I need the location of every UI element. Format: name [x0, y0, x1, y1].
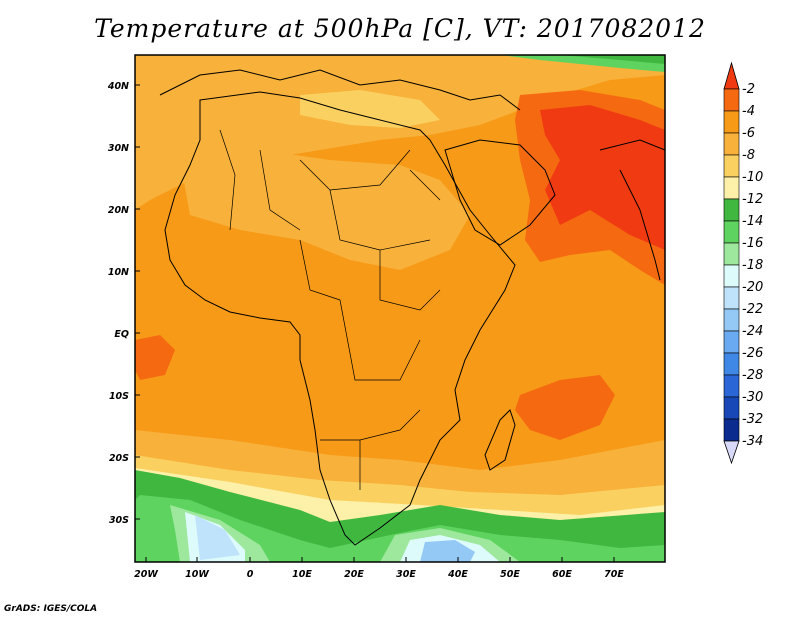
lon-tick-10e: 10E [292, 569, 312, 580]
lat-tick-eq: EQ [114, 329, 129, 340]
colorbar-segment [723, 286, 740, 310]
colorbar-segment [723, 198, 740, 222]
colorbar-segment [723, 132, 740, 156]
colorbar-segment [723, 242, 740, 266]
colorbar-segment [723, 88, 740, 112]
lon-tick-20w: 20W [134, 569, 158, 580]
lon-tick-10w: 10W [185, 569, 209, 580]
colorbar-label: -26 [742, 346, 763, 361]
north-africa-cool [180, 150, 470, 270]
coastlines [159, 69, 665, 546]
colorbar: -2 -4 -6 -8 -10 -12 -14 -16 -18 -20 -22 -24 -26 -28 -3… [723, 61, 763, 465]
plot-frame [134, 54, 666, 563]
colorbar-label: -18 [742, 258, 763, 273]
lat-tick-10n: 10N [108, 267, 129, 278]
north-green-top [560, 55, 665, 64]
lon-tick-20e: 20E [344, 569, 364, 580]
colorbar-segment [723, 176, 740, 200]
lon-tick-30e: 30E [396, 569, 416, 580]
colorbar-label: -8 [742, 148, 755, 163]
colorbar-label: -16 [742, 236, 763, 251]
lon-tick-70e: 70E [604, 569, 624, 580]
lon-tick-60e: 60E [552, 569, 572, 580]
colorbar-segment [723, 220, 740, 244]
lat-tick-20n: 20N [108, 205, 129, 216]
lat-tick-20s: 20S [109, 453, 129, 464]
colorbar-label: -28 [742, 368, 763, 383]
colorbar-segment [723, 352, 740, 376]
colorbar-label: -2 [742, 82, 755, 97]
lon-axis: 20W 10W 0 10E 20E 30E 40E 50E 60E 70E [134, 557, 624, 580]
colorbar-label: -12 [742, 192, 763, 207]
mediterranean-cool [300, 90, 440, 128]
country-borders [219, 129, 441, 490]
india-coast [599, 139, 665, 281]
colorbar-label: -4 [742, 104, 755, 119]
colorbar-label: -34 [742, 434, 763, 449]
lat-tick-30n: 30N [108, 143, 129, 154]
colorbar-label: -24 [742, 324, 763, 339]
colorbar-bottom-arrow [723, 440, 740, 465]
colorbar-segment [723, 308, 740, 332]
colorbar-label: -22 [742, 302, 763, 317]
colorbar-segment [723, 154, 740, 178]
grads-credit: GrADS: IGES/COLA [4, 604, 98, 614]
lat-tick-30s: 30S [109, 515, 129, 526]
colorbar-top-arrow [723, 61, 740, 90]
colorbar-segment [723, 396, 740, 420]
europe-coast [159, 69, 521, 111]
south-band-5 [135, 495, 665, 562]
lon-tick-0: 0 [247, 569, 254, 580]
colorbar-label: -14 [742, 214, 763, 229]
colorbar-segment [723, 374, 740, 398]
atlantic-warm [135, 335, 175, 380]
lon-tick-50e: 50E [500, 569, 520, 580]
lat-tick-10s: 10S [109, 391, 129, 402]
border-lines [219, 129, 441, 490]
madagascar-coast [484, 409, 516, 471]
arabia-coast [444, 139, 556, 246]
colorbar-segment [723, 330, 740, 354]
colorbar-label: -30 [742, 390, 763, 405]
colorbar-segment [723, 418, 740, 442]
indian-ocean-warm [515, 375, 615, 440]
colorbar-label: -20 [742, 280, 763, 295]
north-cool-band [135, 55, 665, 210]
colorbar-segment [723, 264, 740, 288]
temperature-field [135, 55, 665, 562]
colorbar-label: -32 [742, 412, 763, 427]
lat-axis: 40N 30N 20N 10N EQ 10S 20S 30S [107, 81, 140, 526]
colorbar-segment [723, 110, 740, 134]
south-band-8 [195, 515, 240, 560]
lat-tick-40n: 40N [107, 81, 129, 92]
colorbar-label: -10 [742, 170, 763, 185]
chart-title: Temperature at 500hPa [C], VT: 201708201… [94, 14, 706, 43]
south-band-8b [420, 540, 475, 562]
africa-coastline [164, 91, 516, 546]
colorbar-label: -6 [742, 126, 755, 141]
lon-tick-40e: 40E [447, 569, 468, 580]
